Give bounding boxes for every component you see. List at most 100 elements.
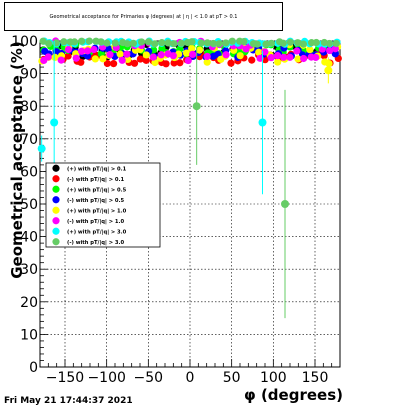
data-point: [281, 200, 289, 208]
data-point: [273, 52, 282, 60]
data-point: [137, 38, 146, 46]
legend-box: [45, 162, 161, 248]
data-point: [70, 38, 79, 46]
data-point: [294, 55, 302, 63]
data-point: [118, 56, 126, 64]
data-point: [45, 40, 53, 48]
data-point: [170, 40, 178, 48]
data-point: [78, 37, 86, 45]
legend-marker: [52, 227, 60, 235]
x-tick-label: −50: [134, 370, 164, 386]
chart-title: Geometrical acceptance for Primaries φ (…: [4, 2, 283, 31]
data-point: [57, 56, 65, 64]
legend-marker: [52, 164, 60, 172]
data-point: [209, 39, 217, 48]
data-point: [169, 52, 177, 60]
legend-label: (-) with pT/|q| > 1.0: [67, 219, 124, 225]
data-point: [248, 56, 256, 64]
legend-label: (+) with pT/|q| > 0.1: [67, 166, 127, 172]
legend-label: (-) with pT/|q| > 3.0: [67, 240, 124, 246]
data-point: [261, 48, 269, 56]
data-point: [50, 118, 59, 127]
data-point: [197, 39, 205, 47]
data-point: [188, 44, 196, 53]
data-point: [39, 37, 47, 45]
y-tick-label: 10: [20, 327, 38, 343]
y-tick-label: 90: [20, 67, 38, 83]
data-point: [258, 118, 267, 127]
data-point: [255, 48, 263, 56]
data-point: [182, 49, 191, 57]
data-point: [64, 45, 73, 54]
data-point: [203, 39, 211, 47]
data-point: [294, 39, 302, 47]
data-point: [142, 56, 150, 64]
legend-marker: [52, 175, 60, 183]
data-point: [116, 50, 124, 58]
data-point: [64, 52, 72, 60]
data-point: [253, 40, 261, 48]
legend-marker: [52, 196, 60, 204]
data-point: [123, 40, 131, 48]
data-point: [306, 46, 314, 54]
x-tick-label: 0: [186, 370, 195, 386]
data-point: [256, 54, 264, 62]
data-point: [299, 54, 308, 63]
y-tick-label: 70: [20, 132, 38, 148]
data-point: [286, 53, 294, 61]
legend-label: (+) with pT/|q| > 0.5: [67, 187, 127, 193]
data-point: [83, 47, 92, 55]
data-point: [332, 39, 340, 48]
data-point: [279, 39, 287, 47]
data-point: [170, 59, 178, 67]
data-point: [91, 55, 99, 63]
x-tick-label: 100: [260, 370, 287, 386]
y-tick-label: 60: [20, 164, 38, 180]
data-point: [90, 45, 98, 54]
data-point: [111, 39, 119, 47]
data-point: [331, 50, 339, 58]
data-point: [222, 51, 230, 59]
data-point: [157, 51, 165, 59]
data-point: [331, 45, 339, 53]
data-point: [240, 37, 248, 46]
legend: (+) with pT/|q| > 0.1 (-) with pT/|q| > 0…: [45, 162, 161, 248]
data-point: [293, 47, 301, 55]
legend-label: (+) with pT/|q| > 1.0: [67, 208, 127, 214]
y-tick-label: 20: [20, 295, 38, 311]
data-point: [83, 52, 92, 60]
legend-marker: [52, 206, 60, 214]
data-point: [37, 144, 46, 153]
data-point: [324, 66, 333, 75]
y-axis-title: Geometrical acceptance (%): [8, 41, 26, 279]
data-point: [176, 59, 184, 67]
data-point: [60, 38, 68, 46]
data-point: [203, 58, 211, 66]
x-tick-label: 150: [302, 370, 329, 386]
data-point: [106, 51, 114, 59]
data-point: [104, 45, 112, 53]
data-point: [267, 39, 276, 47]
x-tick-label: 50: [223, 370, 241, 386]
data-point: [262, 40, 270, 48]
data-point: [267, 54, 275, 62]
x-tick-label: −150: [46, 370, 84, 386]
y-tick-label: 80: [20, 99, 38, 115]
data-point: [44, 53, 52, 61]
y-tick-label: 0: [29, 360, 38, 376]
chart-title-text: Geometrical acceptance for Primaries φ (…: [49, 13, 238, 20]
data-point: [312, 53, 320, 62]
y-tick-label: 50: [20, 197, 38, 213]
data-point: [325, 59, 333, 68]
data-point: [136, 55, 144, 63]
data-point: [228, 37, 236, 45]
legend-label: (-) with pT/|q| > 0.5: [67, 198, 124, 204]
data-point: [51, 53, 59, 62]
data-point: [326, 46, 334, 55]
data-point: [158, 39, 166, 47]
data-point: [312, 38, 320, 47]
legend-marker: [52, 185, 60, 193]
y-tick-label: 40: [20, 230, 38, 246]
axis-ticks: −150 −100 −50 0 50 100 150 0 10 20 30 40 50 60 70 80 90 1…: [11, 34, 341, 386]
